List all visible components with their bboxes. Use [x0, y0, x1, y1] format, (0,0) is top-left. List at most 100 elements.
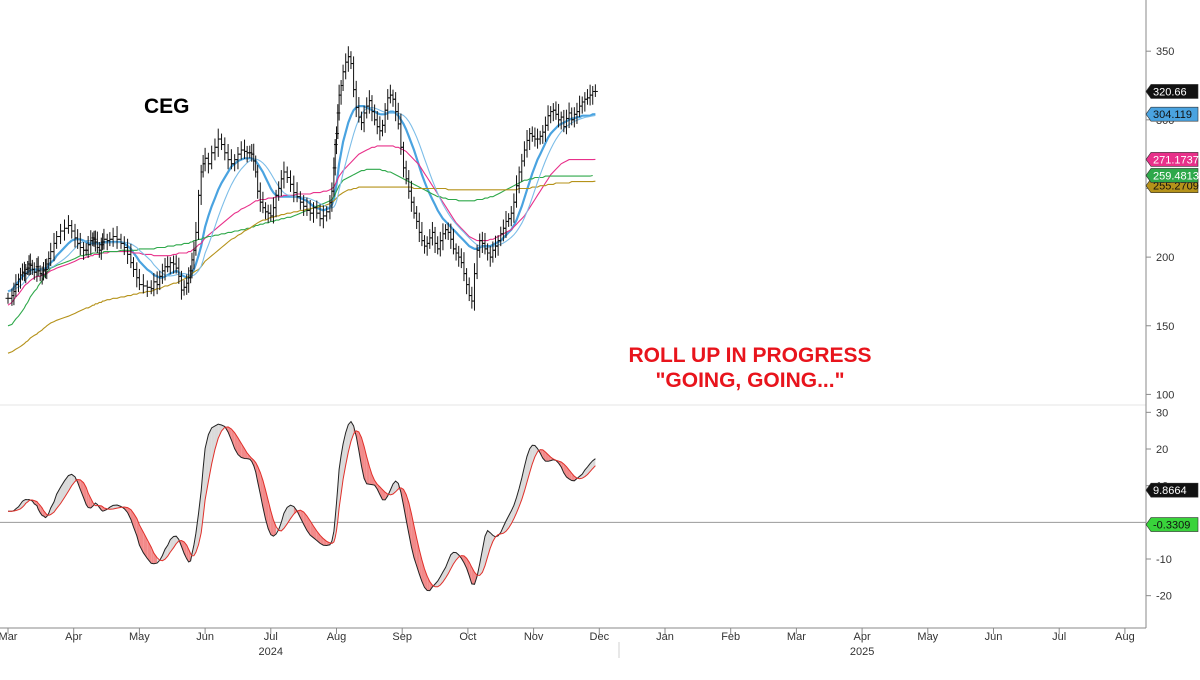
price-bar: [354, 81, 359, 117]
month-label: Apr: [854, 631, 871, 643]
price-bar: [263, 202, 268, 219]
osc-fast-tag-text: 9.8664: [1153, 485, 1187, 497]
osc-tick-label: 30: [1156, 407, 1168, 419]
price-bar: [343, 53, 348, 79]
price-bar: [348, 51, 353, 69]
month-label: Apr: [65, 631, 82, 643]
price-bar: [285, 167, 290, 183]
price-bar: [69, 220, 74, 239]
osc-tick-label: -20: [1156, 591, 1172, 603]
price-bar: [54, 231, 59, 249]
price-bar: [527, 128, 532, 150]
price-tick-label: 100: [1156, 389, 1174, 401]
price-bar: [359, 112, 364, 131]
price-bar: [461, 252, 466, 281]
price-bar: [196, 190, 201, 240]
price-bar: [459, 248, 464, 268]
price-bar: [58, 224, 63, 244]
price-bar: [567, 103, 572, 129]
annotation: ROLL UP IN PROGRESS "GOING, GOING...": [560, 343, 940, 393]
price-bar: [464, 268, 469, 294]
month-label: Jan: [656, 631, 674, 643]
ma-tag-2-text: 271.1737: [1153, 154, 1199, 166]
price-bar: [134, 262, 139, 287]
price-bar: [582, 92, 587, 111]
month-label: Sep: [392, 631, 412, 643]
price-bar: [401, 142, 406, 178]
price-bar: [412, 197, 417, 219]
month-label: Oct: [459, 631, 476, 643]
month-label: Jul: [264, 631, 278, 643]
price-bar: [288, 170, 293, 192]
moving-average-line: [8, 106, 595, 291]
price-bar: [295, 182, 300, 202]
price-bar: [182, 280, 187, 295]
month-label: Mar: [0, 631, 18, 643]
price-bar: [383, 103, 388, 133]
price-bar: [137, 269, 142, 290]
price-bar: [165, 256, 170, 272]
ma-tag-2: 271.1737: [1146, 152, 1199, 166]
price-bar: [258, 182, 263, 211]
price-bar: [482, 233, 487, 254]
month-label: Mar: [787, 631, 806, 643]
price-bar: [219, 134, 224, 150]
price-tick-label: 200: [1156, 252, 1174, 264]
price-bar: [398, 114, 403, 155]
price-bar: [388, 85, 393, 104]
moving-average-line: [8, 181, 595, 353]
price-bar: [540, 125, 545, 144]
price-bar: [506, 213, 511, 227]
price-bar: [160, 264, 165, 284]
price-bar: [222, 137, 227, 160]
price-bar: [226, 144, 231, 169]
month-label: Jun: [985, 631, 1003, 643]
year-label: 2025: [850, 646, 874, 658]
price-bar: [145, 280, 150, 296]
osc-tick-label: -10: [1156, 554, 1172, 566]
price-bar: [430, 222, 435, 245]
price-bar: [454, 243, 459, 260]
price-bar: [435, 236, 440, 254]
price-bar: [546, 105, 551, 131]
osc-slow-line: [8, 427, 595, 587]
price-bar: [425, 236, 430, 255]
month-label: Aug: [1115, 631, 1135, 643]
price-bar: [377, 116, 382, 140]
month-label: Aug: [327, 631, 347, 643]
price-bar: [427, 229, 432, 249]
price-bar: [530, 126, 535, 141]
price-bar: [62, 220, 67, 241]
price-bar: [433, 227, 438, 253]
price-bar: [271, 197, 276, 223]
last-price-tag-text: 320.66: [1153, 86, 1187, 98]
price-bar: [559, 112, 564, 130]
price-bar: [351, 56, 356, 97]
osc-fast-tag: 9.8664: [1146, 483, 1198, 497]
price-bar: [291, 176, 296, 203]
price-bar: [216, 129, 221, 157]
price-bar: [519, 154, 524, 182]
price-bar: [501, 220, 506, 242]
price-bar: [393, 92, 398, 121]
annotation-line-2: "GOING, GOING...": [560, 368, 940, 393]
price-bar: [212, 139, 217, 161]
price-bar: [585, 89, 590, 105]
price-bar: [281, 162, 286, 189]
month-label: May: [917, 631, 938, 643]
price-bar: [385, 89, 390, 120]
price-bar: [391, 90, 396, 107]
osc-zero-tag: -0.3309: [1146, 518, 1198, 532]
ma-tag-3-text: 259.4813: [1153, 170, 1199, 182]
price-bar: [472, 263, 477, 311]
month-label: Feb: [721, 631, 740, 643]
price-bar: [440, 223, 445, 250]
price-bar: [525, 130, 530, 158]
price-bar: [193, 222, 198, 256]
price-bar: [538, 131, 543, 145]
price-bar: [580, 96, 585, 113]
price-bar: [406, 170, 411, 199]
price-bar: [206, 153, 211, 174]
price-bar: [514, 175, 519, 207]
